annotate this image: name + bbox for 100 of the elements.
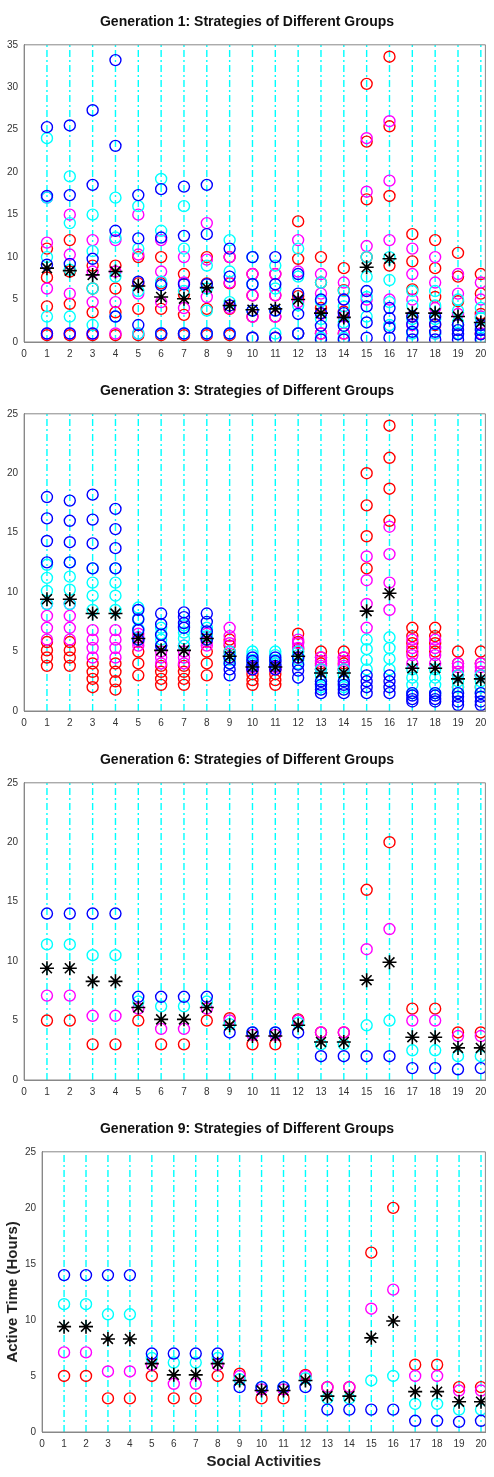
- y-tick-label: 15: [7, 208, 19, 220]
- x-tick-label: 7: [181, 716, 188, 728]
- x-tick-label: 4: [127, 1437, 134, 1449]
- x-tick-label: 15: [361, 347, 373, 359]
- x-tick-label: 11: [278, 1437, 290, 1449]
- y-tick-label: 10: [7, 954, 19, 966]
- x-tick-label: 18: [429, 347, 442, 359]
- x-tick-label: 16: [383, 716, 396, 728]
- x-tick-label: 12: [292, 1085, 305, 1097]
- x-tick-label: 2: [67, 716, 74, 728]
- x-tick-label: 8: [204, 347, 211, 359]
- y-axis-title: Active Time (Hours): [3, 1221, 21, 1363]
- x-tick-label: 14: [343, 1437, 356, 1449]
- y-tick-label: 10: [25, 1313, 37, 1325]
- y-tick-label: 0: [12, 1073, 19, 1085]
- chart-title: Generation 9: Strategies of Different Groups: [99, 1120, 395, 1137]
- x-axis-title: Social Activities: [206, 1452, 322, 1470]
- y-tick-label: 20: [7, 466, 19, 478]
- x-tick-label: 17: [406, 716, 419, 728]
- x-tick-label: 12: [299, 1437, 312, 1449]
- x-tick-label: 10: [246, 716, 259, 728]
- x-tick-label: 1: [61, 1437, 68, 1449]
- y-tick-label: 25: [7, 123, 19, 135]
- y-tick-label: 0: [12, 704, 19, 716]
- chart-title: Generation 3: Strategies of Different Groups: [99, 382, 395, 399]
- x-tick-label: 3: [89, 1085, 96, 1097]
- y-tick-label: 15: [25, 1257, 37, 1269]
- x-tick-label: 7: [181, 1085, 188, 1097]
- x-tick-label: 8: [214, 1437, 221, 1449]
- y-tick-label: 5: [12, 293, 19, 305]
- x-tick-label: 5: [135, 716, 142, 728]
- x-tick-label: 2: [67, 1085, 74, 1097]
- x-tick-label: 15: [361, 716, 373, 728]
- x-tick-label: 5: [135, 347, 142, 359]
- x-tick-label: 3: [105, 1437, 112, 1449]
- y-tick-label: 25: [7, 407, 19, 419]
- x-tick-label: 20: [475, 716, 487, 728]
- x-tick-label: 4: [112, 347, 119, 359]
- x-tick-label: 18: [429, 1085, 442, 1097]
- x-tick-label: 19: [452, 347, 464, 359]
- x-tick-label: 16: [383, 1085, 396, 1097]
- y-tick-label: 5: [30, 1369, 37, 1381]
- y-tick-label: 10: [7, 585, 19, 597]
- x-tick-label: 11: [270, 1085, 281, 1097]
- y-tick-label: 20: [7, 165, 19, 177]
- y-tick-label: 35: [7, 38, 19, 50]
- x-tick-label: 6: [158, 1085, 165, 1097]
- x-tick-label: 7: [192, 1437, 199, 1449]
- x-tick-label: 14: [338, 1085, 350, 1097]
- y-tick-label: 30: [7, 81, 19, 93]
- x-tick-label: 3: [89, 716, 96, 728]
- x-tick-label: 9: [236, 1437, 243, 1449]
- y-tick-label: 0: [30, 1425, 37, 1437]
- x-tick-label: 1: [44, 1085, 51, 1097]
- chart-title: Generation 6: Strategies of Different Groups: [99, 751, 395, 768]
- x-tick-label: 16: [383, 347, 396, 359]
- x-tick-label: 10: [256, 1437, 268, 1449]
- x-tick-label: 13: [315, 1085, 327, 1097]
- x-tick-label: 14: [338, 716, 350, 728]
- y-tick-label: 15: [7, 895, 19, 907]
- y-tick-label: 15: [7, 526, 19, 538]
- x-tick-label: 9: [226, 716, 233, 728]
- y-tick-label: 25: [25, 1145, 37, 1157]
- y-tick-label: 0: [12, 335, 19, 347]
- x-tick-label: 1: [44, 716, 51, 728]
- x-tick-label: 12: [292, 716, 305, 728]
- x-tick-label: 2: [83, 1437, 90, 1449]
- y-tick-label: 10: [7, 250, 19, 262]
- y-tick-label: 5: [12, 645, 19, 657]
- x-tick-label: 2: [67, 347, 74, 359]
- x-tick-label: 13: [321, 1437, 334, 1449]
- x-tick-label: 19: [452, 1085, 464, 1097]
- x-tick-label: 13: [315, 347, 327, 359]
- x-tick-label: 17: [406, 347, 419, 359]
- x-tick-label: 15: [365, 1437, 378, 1449]
- y-tick-label: 20: [25, 1201, 37, 1213]
- x-tick-label: 5: [149, 1437, 156, 1449]
- x-tick-label: 4: [112, 1085, 119, 1097]
- x-tick-label: 12: [292, 347, 305, 359]
- x-tick-label: 1: [44, 347, 51, 359]
- x-tick-label: 9: [226, 1085, 233, 1097]
- x-tick-label: 4: [112, 716, 119, 728]
- x-tick-label: 17: [406, 1085, 419, 1097]
- x-tick-label: 19: [452, 716, 464, 728]
- x-tick-label: 18: [429, 716, 442, 728]
- y-tick-label: 20: [7, 835, 19, 847]
- x-tick-label: 9: [226, 347, 233, 359]
- x-tick-label: 10: [246, 1085, 259, 1097]
- x-tick-label: 0: [39, 1437, 46, 1449]
- x-tick-label: 11: [270, 716, 281, 728]
- x-tick-label: 7: [181, 347, 188, 359]
- y-tick-label: 5: [12, 1014, 19, 1026]
- x-tick-label: 6: [158, 716, 165, 728]
- x-tick-label: 14: [338, 347, 350, 359]
- x-tick-label: 6: [158, 347, 165, 359]
- x-tick-label: 8: [204, 1085, 211, 1097]
- x-tick-label: 10: [246, 347, 259, 359]
- y-tick-label: 25: [7, 776, 19, 788]
- x-tick-label: 16: [387, 1437, 400, 1449]
- x-tick-label: 11: [270, 347, 281, 359]
